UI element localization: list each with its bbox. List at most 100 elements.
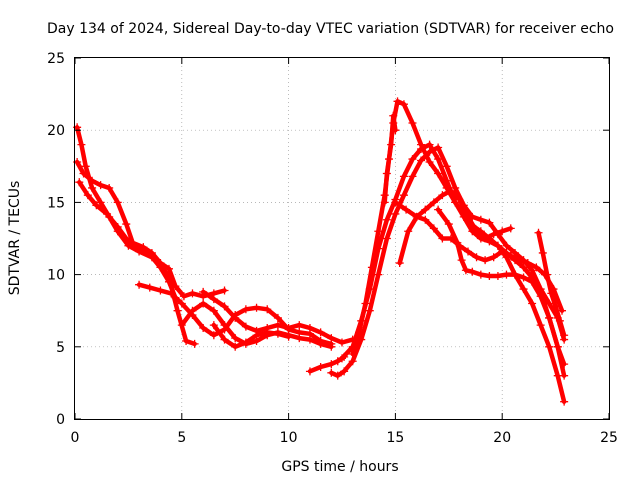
data-point: [457, 256, 466, 265]
data-point: [421, 205, 430, 214]
data-point: [434, 205, 443, 214]
data-point: [295, 334, 304, 343]
data-point: [81, 162, 90, 171]
x-tick-label: 25: [600, 430, 618, 446]
data-point: [429, 224, 438, 233]
data-point: [209, 295, 218, 304]
data-point: [543, 270, 552, 279]
data-point: [231, 334, 240, 343]
data-point: [374, 227, 383, 236]
data-point: [446, 186, 455, 195]
data-point: [124, 237, 133, 246]
data-point: [455, 195, 464, 204]
data-point: [553, 342, 562, 351]
series-line: [74, 159, 227, 299]
data-point: [220, 302, 229, 311]
data-point: [429, 198, 438, 207]
y-tick-label: 20: [47, 123, 65, 139]
data-point: [338, 354, 346, 363]
data-point: [105, 183, 114, 192]
data-point: [451, 198, 460, 207]
data-series-track-n: [434, 205, 569, 380]
data-point: [367, 263, 376, 272]
data-point: [380, 198, 389, 207]
data-point: [199, 287, 208, 296]
data-point: [252, 331, 261, 340]
data-point: [284, 324, 293, 333]
y-tick-label: 25: [47, 51, 65, 67]
data-point: [558, 306, 567, 315]
data-point: [103, 209, 112, 218]
data-point: [560, 397, 569, 406]
data-point: [220, 286, 229, 295]
x-tick-label: 5: [177, 430, 186, 446]
data-point: [96, 198, 105, 207]
data-point: [468, 267, 477, 276]
x-tick-label: 10: [280, 430, 298, 446]
data-point: [389, 111, 398, 120]
data-point: [545, 313, 554, 322]
data-series-track-e: [177, 299, 336, 351]
data-point: [327, 368, 336, 377]
data-point: [340, 367, 349, 376]
data-point: [316, 328, 325, 337]
data-point: [327, 334, 336, 343]
data-series-track-f: [199, 287, 357, 347]
data-point: [209, 306, 218, 315]
data-point: [502, 241, 511, 250]
data-point: [434, 143, 443, 152]
x-tick-label: 0: [71, 430, 80, 446]
data-point: [305, 324, 314, 333]
data-point: [220, 321, 229, 330]
data-point: [476, 215, 485, 224]
data-series-track-h: [305, 352, 349, 376]
data-point: [404, 227, 413, 236]
data-point: [391, 126, 400, 135]
data-point: [77, 140, 86, 149]
data-point: [408, 172, 417, 181]
y-axis-label: SDTVAR / TECUs: [7, 181, 23, 296]
data-point: [506, 251, 515, 260]
data-point: [241, 322, 250, 331]
data-point: [79, 169, 88, 178]
data-point: [273, 329, 282, 338]
data-point: [489, 253, 498, 262]
data-point: [476, 270, 485, 279]
data-point: [209, 331, 218, 340]
data-point: [88, 176, 97, 185]
data-point: [442, 162, 451, 171]
data-point: [164, 264, 173, 273]
data-point: [382, 234, 391, 243]
data-point: [241, 338, 250, 347]
data-point: [444, 220, 453, 229]
x-tick-label: 15: [386, 430, 404, 446]
data-point: [199, 324, 208, 333]
data-point: [538, 248, 547, 257]
data-point: [179, 292, 188, 301]
data-point: [338, 338, 346, 347]
data-point: [220, 335, 229, 344]
data-point: [506, 224, 515, 233]
data-point: [453, 238, 462, 247]
data-series-track-m: [391, 198, 567, 315]
data-point: [145, 250, 154, 259]
data-point: [365, 306, 374, 315]
data-point: [399, 191, 408, 200]
data-point: [252, 303, 261, 312]
data-point: [425, 140, 434, 149]
data-point: [348, 357, 357, 366]
data-point: [434, 155, 443, 164]
data-point: [391, 209, 400, 218]
data-point: [327, 360, 336, 369]
data-series-track-g: [209, 321, 293, 351]
data-point: [327, 342, 336, 351]
data-point: [135, 244, 144, 253]
data-point: [164, 277, 173, 286]
y-tick-label: 0: [56, 412, 65, 428]
data-point: [485, 218, 494, 227]
data-point: [464, 212, 473, 221]
data-layer: [73, 97, 569, 406]
data-point: [417, 156, 426, 165]
data-point: [295, 321, 304, 330]
